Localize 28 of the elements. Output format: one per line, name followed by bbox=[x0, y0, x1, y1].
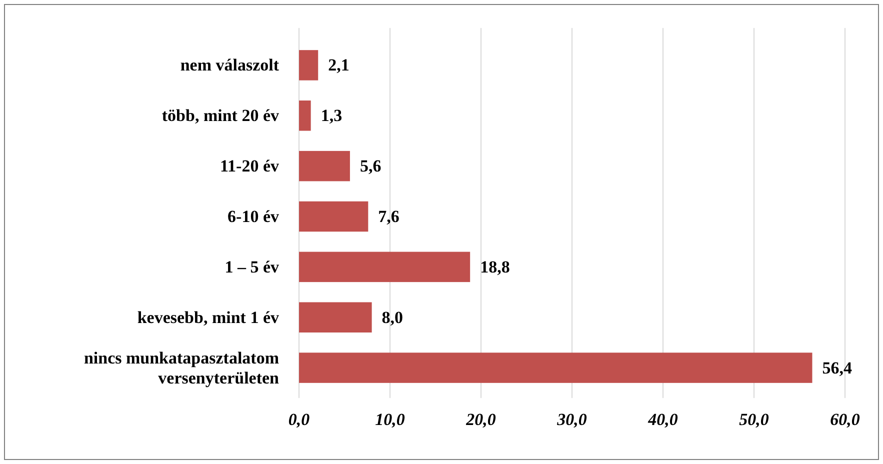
data-label: 2,1 bbox=[328, 56, 350, 75]
x-tick-label: 10,0 bbox=[375, 410, 406, 429]
x-tick-label: 20,0 bbox=[465, 410, 496, 429]
data-label: 56,4 bbox=[822, 358, 852, 378]
bar bbox=[299, 150, 350, 182]
data-label: 8,0 bbox=[382, 308, 404, 327]
bar bbox=[299, 252, 470, 282]
y-tick-label: 1 – 5 év bbox=[224, 257, 280, 276]
x-tick-label: 50,0 bbox=[739, 410, 770, 429]
data-label: 5,6 bbox=[360, 156, 382, 176]
x-tick-label: 0,0 bbox=[288, 410, 310, 429]
y-tick-label: nem válaszolt bbox=[180, 56, 280, 75]
y-tick-label: 11-20 év bbox=[220, 156, 280, 176]
data-label: 18,8 bbox=[480, 257, 510, 276]
data-label: 1,3 bbox=[320, 106, 342, 126]
y-tick-label: nincs munkatapasztalatom versenyterületen bbox=[84, 348, 280, 388]
bar bbox=[299, 100, 311, 131]
bar bbox=[299, 302, 372, 332]
bar bbox=[299, 352, 812, 383]
data-label: 7,6 bbox=[378, 207, 400, 226]
x-tick-label: 30,0 bbox=[556, 410, 588, 429]
bar bbox=[299, 201, 368, 232]
x-tick-label: 40,0 bbox=[647, 410, 678, 429]
y-tick-label: 6-10 év bbox=[228, 207, 280, 226]
y-tick-label: több, mint 20 év bbox=[162, 106, 280, 126]
x-tick-label: 60,0 bbox=[830, 410, 860, 429]
bar bbox=[299, 50, 318, 80]
y-tick-label: kevesebb, mint 1 év bbox=[137, 308, 280, 327]
